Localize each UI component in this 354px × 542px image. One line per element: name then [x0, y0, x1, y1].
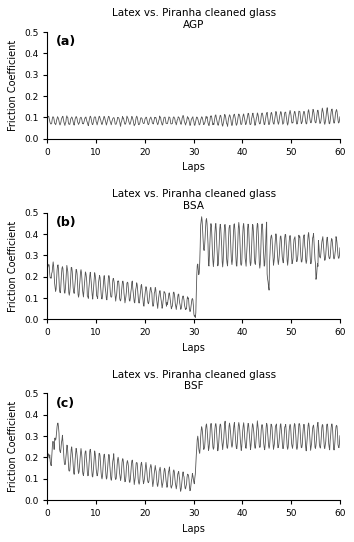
X-axis label: Laps: Laps: [182, 163, 205, 172]
Y-axis label: Friction Coefficient: Friction Coefficient: [8, 221, 18, 312]
X-axis label: Laps: Laps: [182, 524, 205, 534]
Title: Latex vs. Piranha cleaned glass
BSA: Latex vs. Piranha cleaned glass BSA: [112, 189, 276, 211]
Text: (a): (a): [56, 35, 76, 48]
Text: (b): (b): [56, 216, 77, 229]
Y-axis label: Friction Coefficient: Friction Coefficient: [8, 40, 18, 131]
X-axis label: Laps: Laps: [182, 343, 205, 353]
Y-axis label: Friction Coefficient: Friction Coefficient: [8, 401, 18, 492]
Title: Latex vs. Piranha cleaned glass
AGP: Latex vs. Piranha cleaned glass AGP: [112, 8, 276, 30]
Text: (c): (c): [56, 397, 75, 410]
Title: Latex vs. Piranha cleaned glass
BSF: Latex vs. Piranha cleaned glass BSF: [112, 370, 276, 391]
